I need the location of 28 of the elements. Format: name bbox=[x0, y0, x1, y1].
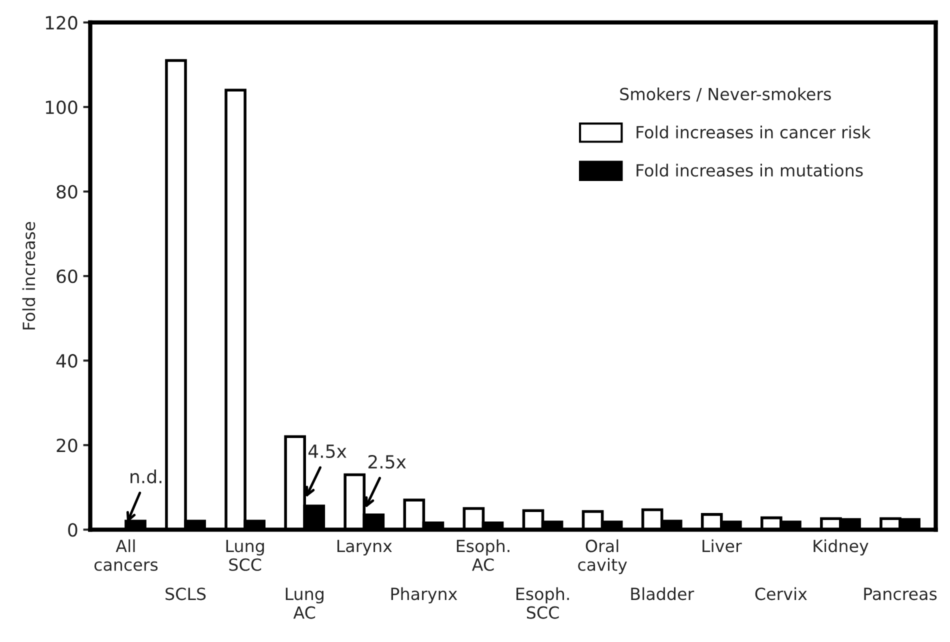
x-tick-label: Esoph. AC bbox=[456, 539, 510, 571]
y-tick-label: 80 bbox=[56, 184, 78, 199]
legend-label: Fold increases in mutations bbox=[636, 164, 863, 177]
y-axis-title: Fold increase bbox=[22, 222, 36, 330]
annotation: 2.5x bbox=[368, 454, 406, 469]
y-tick-label: 100 bbox=[46, 100, 78, 114]
annotation: n.d. bbox=[130, 469, 162, 484]
x-tick-label: Kidney bbox=[814, 539, 868, 556]
x-tick-label: Esoph. SCC bbox=[516, 587, 569, 619]
x-tick-label: Lung SCC bbox=[226, 540, 264, 571]
x-tick-label: All cancers bbox=[94, 539, 158, 571]
y-tick-label: 60 bbox=[56, 270, 78, 284]
x-tick-label: Larynx bbox=[337, 540, 392, 556]
x-tick-label: Pancreas bbox=[864, 588, 937, 600]
legend-label: Fold increases in cancer risk bbox=[636, 126, 871, 139]
x-tick-label: Liver bbox=[702, 539, 742, 552]
legend-title: Smokers / Never-smokers bbox=[620, 87, 831, 102]
y-tick-label: 20 bbox=[56, 438, 78, 452]
x-tick-label: Pharynx bbox=[391, 587, 458, 604]
x-tick-label: SCLS bbox=[166, 588, 206, 600]
annotation: 4.5x bbox=[308, 444, 346, 458]
x-tick-label: Cervix bbox=[755, 587, 807, 600]
x-tick-label: Oral cavity bbox=[578, 539, 627, 574]
x-tick-label: Lung AC bbox=[286, 588, 324, 619]
y-tick-label: 40 bbox=[56, 354, 78, 368]
x-tick-label: Bladder bbox=[631, 587, 694, 600]
y-tick-label: 120 bbox=[46, 16, 78, 30]
y-tick-label: 0 bbox=[68, 523, 78, 537]
